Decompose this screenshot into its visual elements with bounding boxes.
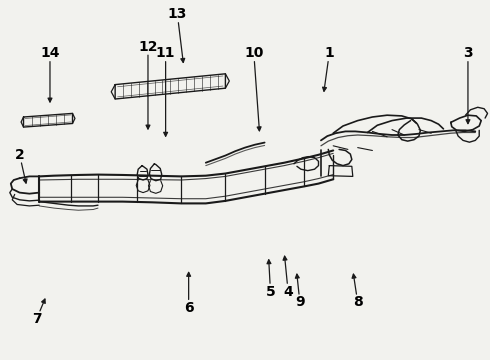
Text: 1: 1 xyxy=(324,46,334,60)
Text: 13: 13 xyxy=(168,8,187,21)
Text: 5: 5 xyxy=(266,285,275,298)
Text: 4: 4 xyxy=(283,285,293,298)
Text: 6: 6 xyxy=(184,301,194,315)
Text: 14: 14 xyxy=(40,46,60,60)
Text: 8: 8 xyxy=(353,296,363,309)
Text: 11: 11 xyxy=(156,46,175,60)
Text: 7: 7 xyxy=(32,312,42,325)
Text: 9: 9 xyxy=(295,296,305,309)
Text: 2: 2 xyxy=(15,148,24,162)
Text: 3: 3 xyxy=(463,46,473,60)
Text: 12: 12 xyxy=(138,40,158,54)
Text: 10: 10 xyxy=(244,46,264,60)
